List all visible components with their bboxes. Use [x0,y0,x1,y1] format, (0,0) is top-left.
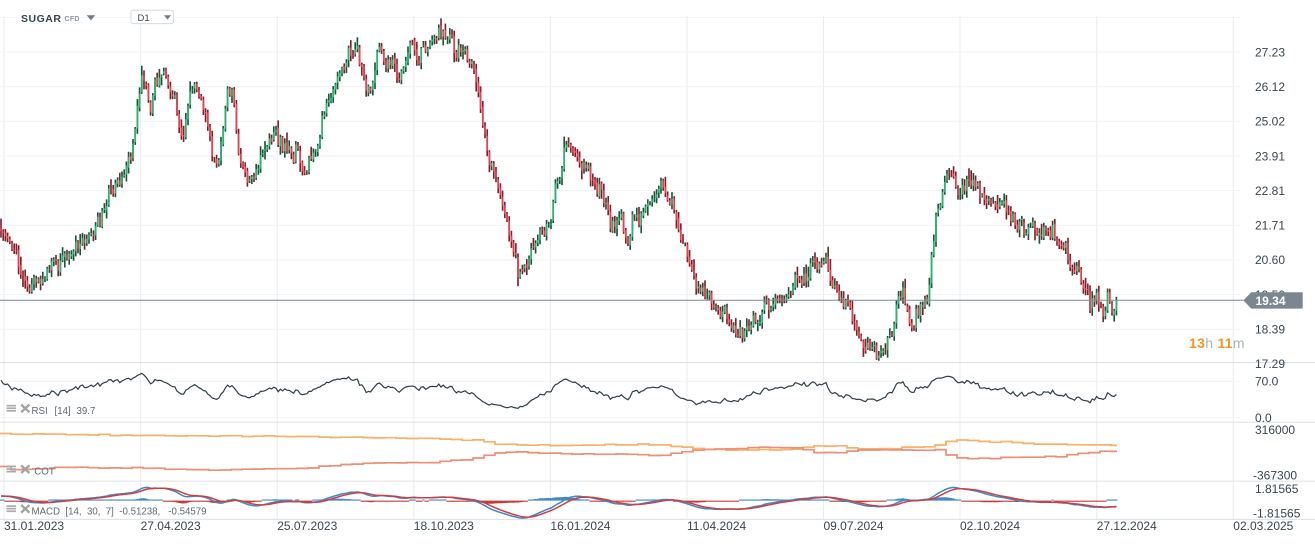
svg-text:1.81565: 1.81565 [1255,482,1299,496]
svg-text:02.03.2025: 02.03.2025 [1233,519,1293,533]
svg-text:17.29: 17.29 [1255,357,1285,371]
svg-text:D1: D1 [138,13,150,24]
svg-text:27.04.2023: 27.04.2023 [141,519,201,533]
svg-text:25.02: 25.02 [1255,115,1285,129]
svg-text:-367300: -367300 [1253,469,1297,483]
svg-text:16.01.2024: 16.01.2024 [550,519,610,533]
svg-text:09.07.2024: 09.07.2024 [824,519,884,533]
svg-text:MACD [14, 30, 7] -0.51238,: MACD [14, 30, 7] -0.51238, -0.54579 [32,506,207,517]
svg-text:RSI: RSI [32,406,48,417]
svg-text:70.0: 70.0 [1255,375,1279,389]
svg-text:39.7: 39.7 [77,406,96,417]
svg-text:20.60: 20.60 [1255,253,1285,267]
svg-text:11.04.2024: 11.04.2024 [687,519,746,533]
svg-text:18.39: 18.39 [1255,323,1285,337]
svg-text:25.07.2023: 25.07.2023 [277,519,337,533]
svg-text:0.0: 0.0 [1255,411,1272,425]
svg-text:27.23: 27.23 [1255,45,1285,59]
svg-text:18.10.2023: 18.10.2023 [414,519,474,533]
svg-text:-1.81565: -1.81565 [1253,506,1301,520]
svg-text:21.71: 21.71 [1255,219,1285,233]
svg-text:19.34: 19.34 [1256,294,1286,308]
svg-text:COT: COT [34,467,55,478]
svg-text:13h 11m: 13h 11m [1189,335,1245,351]
svg-text:31.01.2023: 31.01.2023 [4,519,64,533]
svg-text:SUGAR: SUGAR [21,13,61,25]
svg-text:23.91: 23.91 [1255,149,1285,163]
svg-text:02.10.2024: 02.10.2024 [960,519,1020,533]
svg-text:27.12.2024: 27.12.2024 [1097,519,1157,533]
svg-text:CFD: CFD [65,16,80,23]
svg-text:[14]: [14] [55,406,71,417]
svg-text:22.81: 22.81 [1255,184,1285,198]
svg-text:316000: 316000 [1255,423,1295,437]
svg-text:26.12: 26.12 [1255,80,1285,94]
